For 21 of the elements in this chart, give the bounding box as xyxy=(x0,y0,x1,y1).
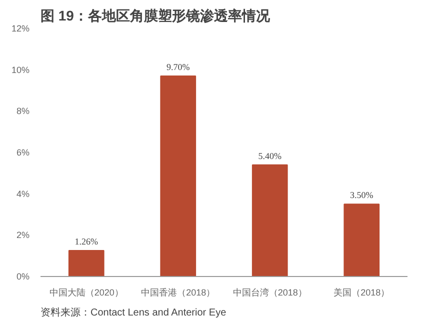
y-tick-label: 12% xyxy=(11,24,30,34)
x-tick-label: 中国香港（2018） xyxy=(141,288,216,298)
x-tick-label: 中国大陆（2020） xyxy=(49,288,124,298)
bar xyxy=(344,204,380,276)
x-tick-label: 美国（2018） xyxy=(334,288,390,298)
text: 资料来源：Contact Lens and Anterior Eye xyxy=(40,306,227,318)
x-tick-label: 中国台湾（2018） xyxy=(232,288,307,298)
y-tick-label: 4% xyxy=(16,188,30,199)
y-tick-label: 6% xyxy=(16,148,30,158)
data-label: 1.26% xyxy=(74,236,98,246)
y-tick-label: 2% xyxy=(16,230,30,240)
data-label: 5.40% xyxy=(258,150,282,161)
data-label: 9.70% xyxy=(166,62,190,72)
y-tick-label: 8% xyxy=(16,106,30,116)
y-tick-label: 10% xyxy=(11,64,30,75)
bar xyxy=(160,76,196,276)
y-tick-label: 0% xyxy=(16,272,30,282)
bar xyxy=(252,164,288,276)
bar xyxy=(68,250,104,276)
chart-title: 图 19：各地区角膜塑形镜渗透率情况 xyxy=(40,8,271,24)
data-label: 3.50% xyxy=(350,190,374,200)
